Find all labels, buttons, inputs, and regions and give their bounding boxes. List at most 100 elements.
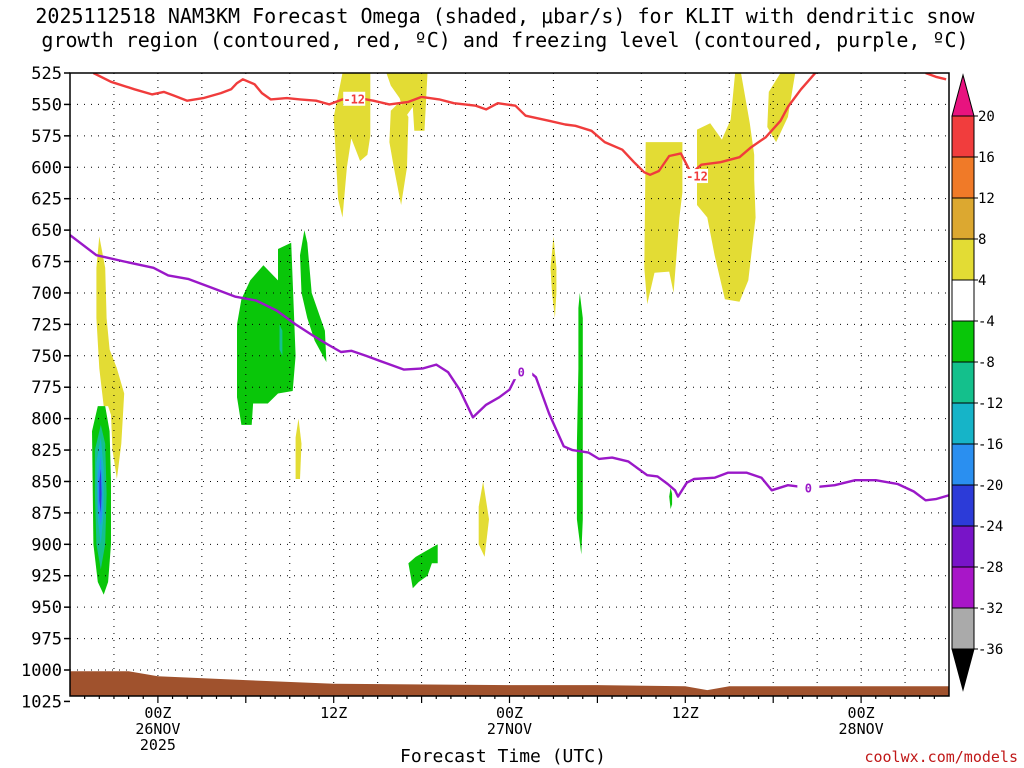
ytick-label-19: 1000 [21,661,62,681]
omega-region-0-9 [767,73,796,143]
colorbar-swatch-14 [951,648,975,692]
colorbar-swatch-10 [951,484,975,527]
contour-label-red-2: -12 [686,170,708,184]
omega-region-0-6 [550,236,557,319]
ytick-label-0: 525 [31,64,62,84]
colorbar-swatch-13 [951,607,975,650]
xtick-label-3-0: 12Z [672,704,699,722]
omega-region-0-3 [96,236,125,479]
colorbar-swatch-5 [951,279,975,322]
omega-region-1-1 [300,230,327,363]
xtick-label-0-2: 2025 [140,736,176,754]
ytick-label-14: 875 [31,504,62,524]
ytick-label-5: 650 [31,221,62,241]
omega-region-2-1 [279,324,283,356]
colorbar-swatch-3 [951,197,975,240]
plot-background [70,73,949,696]
colorbar-swatch-6 [951,320,975,363]
colorbar-label-7: -12 [978,396,1003,412]
x-axis-label: Forecast Time (UTC) [400,746,606,767]
terrain-layer [70,671,949,696]
contour-label-red-1-bg [343,91,366,106]
colorbar-swatch-2 [951,156,975,199]
colorbar-label-9: -20 [978,478,1003,494]
y-axis: 525 550 575 600 625 650 675 700 725 750 775 800 825 8… [21,64,70,712]
colorbar-swatch-4 [951,238,975,281]
ytick-label-13: 850 [31,472,62,492]
chart-title: 2025112518 NAM3KM Forecast Omega (shaded… [0,4,1010,52]
colorbar-label-13: -36 [978,642,1003,658]
omega-region-0-5 [478,481,489,557]
xtick-label-4-0: 00Z [848,704,875,722]
ytick-label-10: 775 [31,378,62,398]
omega-shading [92,73,796,595]
terrain-surface [70,671,949,696]
ytick-label-12: 825 [31,441,62,461]
ytick-label-7: 700 [31,284,62,304]
colorbar-label-0: 20 [978,109,995,125]
ytick-label-16: 925 [31,567,62,587]
colorbar-label-2: 12 [978,191,995,207]
contour-label-purple-1-bg [510,365,533,380]
omega-region-0-4 [295,418,302,479]
contour-line-2 [70,234,949,502]
omega-region-0-0 [333,73,371,218]
colorbar-swatch-12 [951,566,975,609]
ytick-label-15: 900 [31,535,62,555]
title-line-2: growth region (contoured, red, ºC) and f… [41,28,969,52]
contour-label-purple-2-bg [797,480,820,495]
omega-region-0-2 [389,101,409,205]
ytick-label-17: 950 [31,598,62,618]
omega-region-1-2 [576,292,583,555]
colorbar-swatch-7 [951,361,975,404]
contour-label-purple-1: 0 [518,366,525,380]
colorbar-swatch-1 [951,115,975,158]
colorbar-swatch-0 [951,73,975,117]
xtick-label-2-1: 27NOV [487,720,532,738]
colorbar-label-6: -8 [978,355,995,371]
xtick-label-0-0: 00Z [144,704,171,722]
colorbar-label-4: 4 [978,273,986,289]
colorbar-label-1: 16 [978,150,995,166]
credit-link[interactable]: coolwx.com/models [864,748,1018,766]
colorbar-label-3: 8 [978,232,986,248]
xtick-label-0-1: 26NOV [135,720,180,738]
contour-line-0 [92,73,817,177]
ytick-label-9: 750 [31,347,62,367]
contour-lines [70,73,949,502]
ytick-label-2: 575 [31,127,62,147]
omega-region-1-3 [669,487,673,510]
ytick-label-18: 975 [31,630,62,650]
colorbar-label-8: -16 [978,437,1003,453]
colorbar-label-5: -4 [978,314,995,330]
ytick-label-1: 550 [31,95,62,115]
colorbar-label-11: -28 [978,560,1003,576]
colorbar-label-12: -32 [978,601,1003,617]
ytick-label-20: 1025 [21,692,62,712]
omega-region-1-0 [237,242,296,425]
xtick-label-1-0: 12Z [320,704,347,722]
ytick-label-8: 725 [31,315,62,335]
colorbar: 20 16 12 8 4 -4 -8 -12 -16 -20 -24 -28 -32 -36 [951,73,1003,692]
contour-label-red-1: -12 [343,92,365,106]
colorbar-swatch-9 [951,443,975,486]
ytick-label-4: 625 [31,190,62,210]
ytick-label-6: 675 [31,253,62,273]
contour-labels: -12 -12 0 0 [343,91,820,495]
title-line-1: 2025112518 NAM3KM Forecast Omega (shaded… [35,4,975,28]
omega-region-0-7 [644,142,683,305]
omega-region-1-4 [408,544,438,589]
colorbar-swatch-8 [951,402,975,445]
colorbar-swatch-11 [951,525,975,568]
contour-line-1 [925,73,947,81]
contour-label-purple-2: 0 [805,481,812,495]
xtick-label-2-0: 00Z [496,704,523,722]
omega-region-0-8 [697,73,756,302]
ytick-label-11: 800 [31,410,62,430]
contour-label-red-2-bg [686,169,709,184]
omega-region-5-0 [99,468,102,513]
ytick-label-3: 600 [31,158,62,178]
xtick-label-4-1: 28NOV [839,720,884,738]
